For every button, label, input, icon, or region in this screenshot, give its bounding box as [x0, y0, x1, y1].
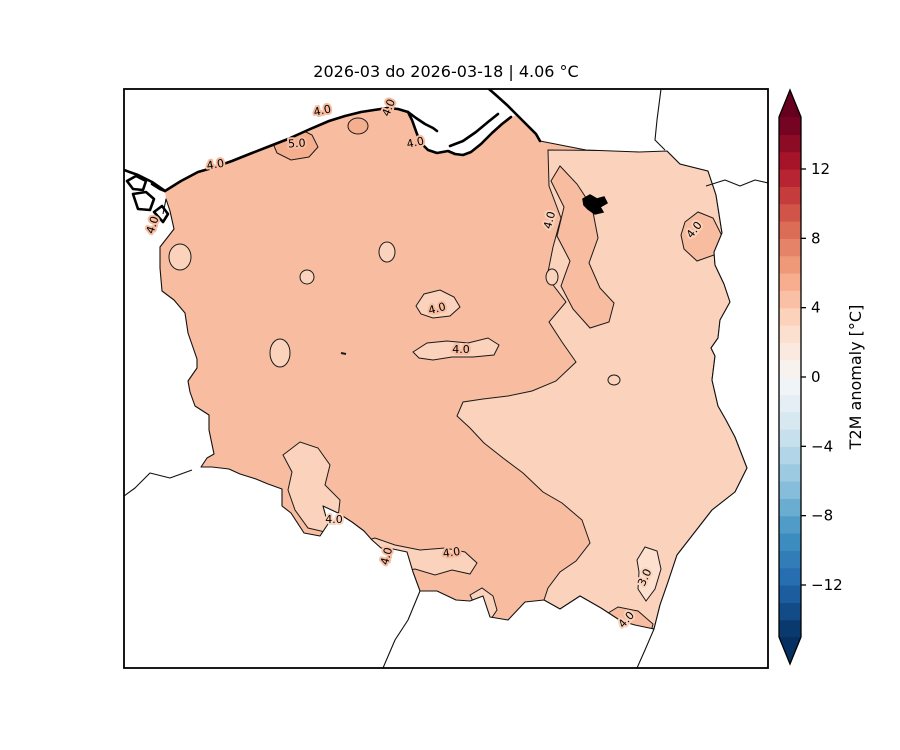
colorbar-cell — [779, 151, 801, 170]
band-3-4-island — [415, 289, 461, 319]
colorbar-outline — [778, 88, 802, 666]
szczecin-lagoon — [125, 174, 170, 224]
band-3-4-island — [299, 269, 315, 285]
colorbar-cell — [779, 498, 801, 517]
contour-label: 4.0 — [405, 134, 425, 150]
colorbar-cell — [779, 134, 801, 153]
colorbar-cell — [779, 186, 801, 205]
colorbar-cell — [779, 377, 801, 395]
border-lithuania-belarus — [705, 179, 768, 187]
border-czech-slovakia — [382, 590, 421, 668]
baltic-coast — [124, 106, 513, 193]
band-5-6-patch — [347, 117, 369, 135]
contour-label: 4.0 — [206, 157, 225, 173]
colorbar-cell — [779, 394, 801, 413]
colorbar-cell — [779, 307, 801, 326]
band-4-5-tongue — [550, 165, 615, 329]
sambia-coast — [487, 89, 542, 143]
band-3-4-island — [412, 337, 500, 361]
border-germany-czech — [124, 469, 193, 497]
colorbar: 12 8 4 0 −4 −8 −12 T2M anomaly [°C] — [778, 88, 865, 666]
colorbar-tick-label: 0 — [811, 368, 821, 386]
axes-frame — [123, 88, 769, 669]
border-slovakia-ukraine — [636, 628, 655, 668]
contour-label: 4.0 — [312, 102, 332, 118]
colorbar-cell — [779, 359, 801, 378]
colorbar-cell — [779, 238, 801, 257]
colorbar-ticks: 12 8 4 0 −4 −8 −12 — [801, 160, 843, 594]
figure-title: 2026-03 do 2026-03-18 | 4.06 °C — [313, 62, 578, 81]
colorbar-tick-label: −4 — [811, 437, 833, 455]
colorbar-cell — [779, 203, 801, 222]
coastline — [124, 89, 608, 224]
band-3-4-island — [378, 241, 396, 263]
map-axes: 4.04.05.04.04.04.04.0 4.04.04.04.04.0 4.03… — [124, 89, 768, 668]
colorbar-cell — [779, 411, 801, 430]
vistula-lagoon — [448, 112, 500, 148]
poland-border — [159, 140, 748, 630]
colorbar-cells — [779, 90, 801, 664]
band-3-4-island — [607, 374, 621, 386]
colorbar-cell — [779, 325, 801, 343]
colorbar-arrow-under — [779, 637, 801, 664]
colorbar-cell — [779, 515, 801, 534]
tiny-contour-mark — [340, 352, 347, 355]
hel-peninsula — [406, 110, 439, 133]
colorbar-cell — [779, 342, 801, 361]
colorbar-tick-label: −12 — [811, 576, 843, 594]
contour-label: 4.0 — [452, 343, 470, 356]
colorbar-cell — [779, 567, 801, 586]
colorbar-cell — [779, 290, 801, 309]
masurian-lake — [582, 194, 608, 215]
colorbar-cell — [779, 429, 801, 447]
contour-label: 4.0 — [442, 545, 461, 560]
colorbar-cell — [779, 446, 801, 465]
colorbar-cell — [779, 273, 801, 291]
colorbar-cell — [779, 169, 801, 187]
contour-label: 5.0 — [288, 137, 306, 151]
colorbar-cell — [779, 117, 801, 135]
colorbar-tick-label: 8 — [811, 229, 821, 247]
band-3-4-island — [545, 268, 559, 286]
contour-label: 4.0 — [325, 513, 343, 526]
colorbar-tick-label: 4 — [811, 299, 821, 317]
colorbar-cell — [779, 533, 801, 551]
band-3-4-island — [168, 243, 192, 271]
colorbar-arrow-over — [779, 90, 801, 117]
neighbor-borders — [124, 89, 768, 668]
band-3-4-island — [269, 338, 291, 368]
colorbar-cell — [779, 221, 801, 239]
contour-bands — [160, 117, 747, 629]
band-2-3-patch — [636, 546, 662, 602]
colorbar-cell — [779, 481, 801, 499]
colorbar-label: T2M anomaly [°C] — [846, 305, 865, 451]
colorbar-cell — [779, 550, 801, 569]
colorbar-cell — [779, 463, 801, 482]
colorbar-tick-label: −8 — [811, 507, 833, 525]
colorbar-tick-label: 12 — [811, 160, 830, 178]
colorbar-cell — [779, 602, 801, 621]
colorbar-cell — [779, 585, 801, 603]
border-lithuania-russia — [654, 89, 666, 151]
colorbar-cell — [779, 255, 801, 274]
colorbar-cell — [779, 619, 801, 638]
